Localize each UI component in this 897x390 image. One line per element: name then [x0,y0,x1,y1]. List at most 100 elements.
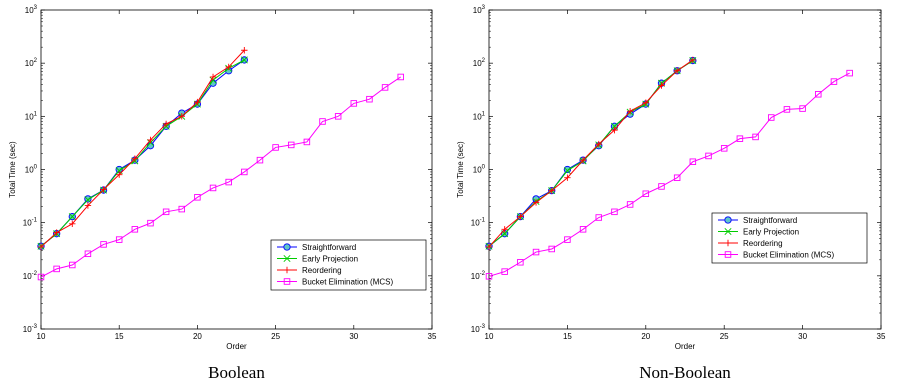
data-point [116,171,123,178]
series-line [40,49,245,248]
data-point [517,213,524,220]
data-point [131,155,139,162]
x-tick-label: 25 [720,332,729,341]
data-point [178,205,186,213]
data-point [815,91,822,98]
data-point [689,56,697,64]
x-tick-label: 15 [563,332,572,341]
data-point [84,202,92,209]
data-point [115,236,123,243]
data-point [689,158,697,165]
data-point [532,248,540,256]
data-point [783,106,791,113]
data-point [162,120,170,128]
data-point [69,220,76,228]
data-point [84,195,92,203]
data-point [350,100,358,107]
chart-1: 10 15 20 25 30 35 10-3 10-2 10-1 100 101 102 103 Orde… [456,5,886,382]
legend-swatch-marker [724,227,732,236]
data-point [626,107,634,115]
series-reordering [485,56,697,251]
data-point [767,114,775,121]
data-point [53,265,60,273]
y-tick-label: 103 [473,5,486,15]
x-tick-label: 30 [798,332,807,341]
data-point [642,190,650,197]
legend-swatch-marker [724,239,732,247]
data-point [303,138,311,146]
y-tick-label: 10-2 [23,271,38,281]
chart-caption: Non-Boolean [639,363,731,382]
data-point [194,98,201,106]
data-point [595,140,602,148]
data-point [272,144,279,151]
data-point [501,226,508,233]
data-point [563,167,571,175]
data-point [131,226,139,233]
data-point [720,145,728,152]
data-point [705,152,712,160]
series-bucket-elimination-mcs [37,73,404,281]
legend-swatch-marker [724,251,732,258]
data-point [563,165,572,174]
y-tick-label: 10-3 [23,324,38,334]
y-tick-label: 101 [25,111,38,121]
chart-0: 10 15 20 25 30 35 10-3 10-2 10-1 100 101 102 103 Orde… [8,5,437,382]
data-point [256,156,264,164]
legend-entry: Bucket Elimination (MCS) [302,278,393,287]
data-point [53,229,60,236]
data-point [610,122,618,130]
data-point [673,174,681,181]
data-point [673,67,681,74]
data-point [564,174,571,181]
legend-swatch-marker [283,278,291,285]
x-tick-label: 10 [37,332,46,341]
data-point [68,213,76,221]
data-point [485,273,493,280]
y-tick-label: 103 [25,5,38,15]
data-point [799,105,806,112]
x-tick-label: 20 [193,332,202,341]
data-point [595,214,603,221]
legend-entry: Straightforward [743,216,797,225]
legend-swatch-marker [724,216,732,224]
x-tick-label: 30 [349,332,358,341]
chart-caption: Boolean [208,363,265,382]
series-line [488,59,694,248]
data-point [752,133,759,141]
data-point [532,199,540,206]
legend-entry: Reordering [302,266,342,275]
y-tick-label: 10-1 [23,218,38,228]
data-point [846,69,853,77]
data-point [147,136,154,144]
y-tick-label: 102 [25,58,38,68]
series-early-projection [485,57,697,250]
data-point [611,126,618,134]
data-point [241,168,248,176]
data-point [736,135,744,142]
y-tick-label: 10-1 [471,218,486,228]
data-point [69,261,76,269]
data-point [209,184,217,192]
data-point [611,208,618,216]
x-tick-label: 10 [485,332,494,341]
data-point [84,196,92,204]
x-tick-label: 20 [641,332,650,341]
y-axis-label: Total Time (sec) [8,141,17,198]
legend-entry: Early Projection [743,228,799,237]
legend-swatch-marker [283,266,291,274]
legend: Straightforward Early Projection Reorderin… [711,212,868,264]
data-point [84,250,92,258]
y-axis-label: Total Time (sec) [456,141,465,198]
data-point [240,56,248,64]
legend-entry: Bucket Elimination (MCS) [743,251,834,260]
data-point [501,268,508,275]
data-point [397,73,404,81]
data-point [37,273,45,281]
y-tick-label: 101 [473,111,486,121]
x-tick-label: 25 [271,332,280,341]
data-point [194,194,201,201]
data-point [162,208,170,216]
data-point [225,63,232,71]
data-point [241,47,248,54]
